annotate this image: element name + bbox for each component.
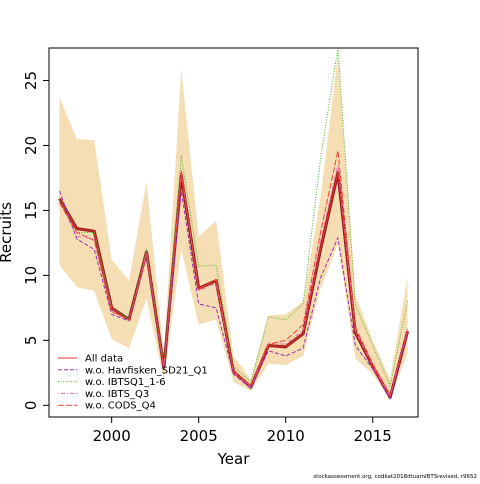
y-tick-label: 5 xyxy=(22,336,40,346)
x-tick-label: 2010 xyxy=(267,427,305,445)
x-axis-title: Year xyxy=(217,450,251,468)
series-line-2 xyxy=(58,190,409,400)
x-tick-label: 2015 xyxy=(354,427,392,445)
confidence-band xyxy=(59,54,408,399)
legend-label: All data xyxy=(85,354,123,365)
legend-label: w.o. CODS_Q4 xyxy=(85,401,156,412)
series-line-5 xyxy=(59,150,409,396)
x-tick-label: 2000 xyxy=(93,427,131,445)
y-axis-title: Recruits xyxy=(0,202,15,263)
legend-label: w.o. IBTSQ1_1-6 xyxy=(85,377,166,388)
y-tick-label: 10 xyxy=(22,266,40,285)
legend-label: w.o. Havfisken_SD21_Q1 xyxy=(85,365,208,376)
x-tick-label: 2005 xyxy=(180,427,218,445)
footer-credit: stockassessment.org, codkat2018dtuamIBTS… xyxy=(313,474,477,480)
y-tick-label: 20 xyxy=(22,136,40,155)
series-line-4 xyxy=(58,164,409,397)
legend-label: w.o. IBTS_Q3 xyxy=(85,389,149,400)
y-tick-label: 25 xyxy=(22,71,40,90)
series-line-3 xyxy=(59,47,409,387)
y-tick-label: 0 xyxy=(22,401,40,411)
y-tick-label: 15 xyxy=(22,201,40,220)
